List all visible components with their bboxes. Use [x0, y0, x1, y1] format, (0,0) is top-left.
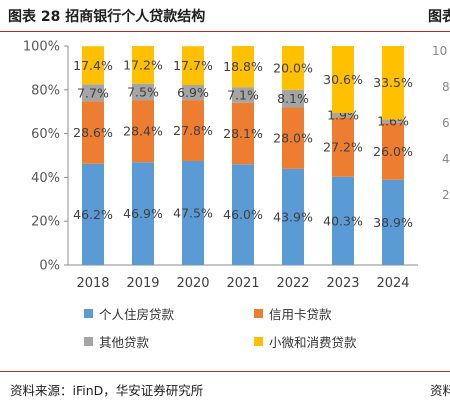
- legend-swatch: [254, 337, 263, 346]
- bar-segment: [382, 122, 404, 180]
- data-label: 20.0%: [273, 60, 313, 75]
- bar-segment: [232, 46, 254, 88]
- legend-swatch: [84, 337, 93, 346]
- data-label: 7.1%: [227, 87, 259, 102]
- data-label: 33.5%: [373, 75, 413, 90]
- bar-segment: [232, 102, 254, 165]
- data-label: 8.1%: [277, 91, 309, 106]
- x-tick-label: 2018: [76, 276, 109, 291]
- legend-item: 其他贷款: [84, 332, 149, 351]
- data-label: 17.4%: [73, 58, 113, 73]
- data-label: 27.2%: [323, 139, 363, 154]
- bar-segment: [182, 160, 204, 265]
- bar-segment: [232, 164, 254, 265]
- neighbor-tick: 6: [442, 116, 450, 130]
- x-tick-label: 2021: [226, 276, 259, 291]
- footer-rule: [0, 371, 450, 372]
- bar-segment: [332, 113, 354, 118]
- data-label: 28.6%: [73, 125, 113, 140]
- bar-segment: [232, 87, 254, 103]
- legend-label: 个人住房贷款: [99, 307, 175, 322]
- source-note-fragment: 资料: [430, 383, 450, 398]
- legend-label: 其他贷款: [99, 335, 150, 350]
- figure-title: 图表 28 招商银行个人贷款结构: [8, 9, 206, 25]
- bar-segment: [132, 83, 154, 101]
- data-label: 28.1%: [223, 126, 263, 141]
- bar-segment: [382, 119, 404, 123]
- data-label: 17.2%: [123, 57, 163, 72]
- bar-segment: [132, 100, 154, 163]
- bar-segment: [82, 163, 104, 265]
- bar-segment: [82, 101, 104, 164]
- data-label: 30.6%: [323, 72, 363, 87]
- x-tick-label: 2023: [326, 276, 359, 291]
- bar-segment: [382, 46, 404, 120]
- data-label: 17.7%: [173, 58, 213, 73]
- legend-swatch: [254, 309, 263, 318]
- y-tick-label: 80%: [31, 83, 60, 98]
- data-label: 26.0%: [373, 144, 413, 159]
- legend-swatch: [84, 309, 93, 318]
- y-tick-label: 0%: [39, 259, 60, 274]
- data-label: 43.9%: [273, 209, 313, 224]
- x-tick-label: 2022: [276, 276, 309, 291]
- y-tick-label: 100%: [23, 40, 60, 55]
- bar-segment: [282, 89, 304, 108]
- y-tick-label: 20%: [31, 215, 60, 230]
- data-label: 38.9%: [373, 215, 413, 230]
- bar-segment: [132, 46, 154, 84]
- neighbor-tick: 8: [442, 80, 450, 94]
- x-tick-label: 2024: [376, 276, 409, 291]
- next-figure-title-fragment: 图表: [428, 9, 450, 25]
- neighbor-tick: 4: [442, 152, 450, 166]
- data-label: 6.9%: [177, 85, 209, 100]
- data-label: 40.3%: [323, 213, 363, 228]
- bar-segment: [282, 107, 304, 169]
- legend-item: 个人住房贷款: [84, 304, 174, 323]
- data-label: 28.0%: [273, 131, 313, 146]
- bar-segment: [82, 84, 104, 102]
- bar-segment: [182, 100, 204, 161]
- bar-segment: [282, 46, 304, 90]
- bar-segment: [332, 117, 354, 177]
- y-tick-label: 40%: [31, 171, 60, 186]
- legend-item: 小微和消费贷款: [254, 332, 357, 351]
- y-tick-label: 60%: [31, 127, 60, 142]
- neighbor-tick: 2: [442, 188, 450, 202]
- bar-segment: [332, 46, 354, 114]
- bar-segment: [182, 84, 204, 101]
- legend-item: 信用卡贷款: [254, 304, 332, 323]
- header-rule: [0, 31, 450, 32]
- bar-segment: [382, 179, 404, 265]
- data-label: 18.8%: [223, 59, 263, 74]
- data-label: 46.0%: [223, 207, 263, 222]
- stacked-bar-chart: 0% 20% 40% 60% 80% 100% 46.2% 28.6% 7.7% 17.4% 201…: [23, 40, 418, 291]
- legend-label: 信用卡贷款: [269, 307, 332, 322]
- figure-header: 图表 28 招商银行个人贷款结构 图表: [0, 0, 450, 31]
- data-label: 7.5%: [127, 84, 159, 99]
- data-label: 47.5%: [173, 205, 213, 220]
- data-label: 46.2%: [73, 207, 113, 222]
- x-tick-label: 2019: [126, 276, 159, 291]
- bar-segment: [332, 176, 354, 265]
- bar-segment: [282, 168, 304, 265]
- legend-label: 小微和消费贷款: [269, 335, 357, 350]
- bar-segment: [182, 46, 204, 85]
- bar-segment: [132, 162, 154, 265]
- data-label: 46.9%: [123, 206, 163, 221]
- neighbor-tick: 10: [432, 44, 448, 58]
- x-tick-label: 2020: [176, 276, 209, 291]
- source-note: 资料来源：iFinD，华安证券研究所: [10, 383, 204, 398]
- bar-segment: [82, 46, 104, 85]
- data-label: 28.4%: [123, 124, 163, 139]
- data-label: 7.7%: [77, 85, 109, 100]
- data-label: 27.8%: [173, 123, 213, 138]
